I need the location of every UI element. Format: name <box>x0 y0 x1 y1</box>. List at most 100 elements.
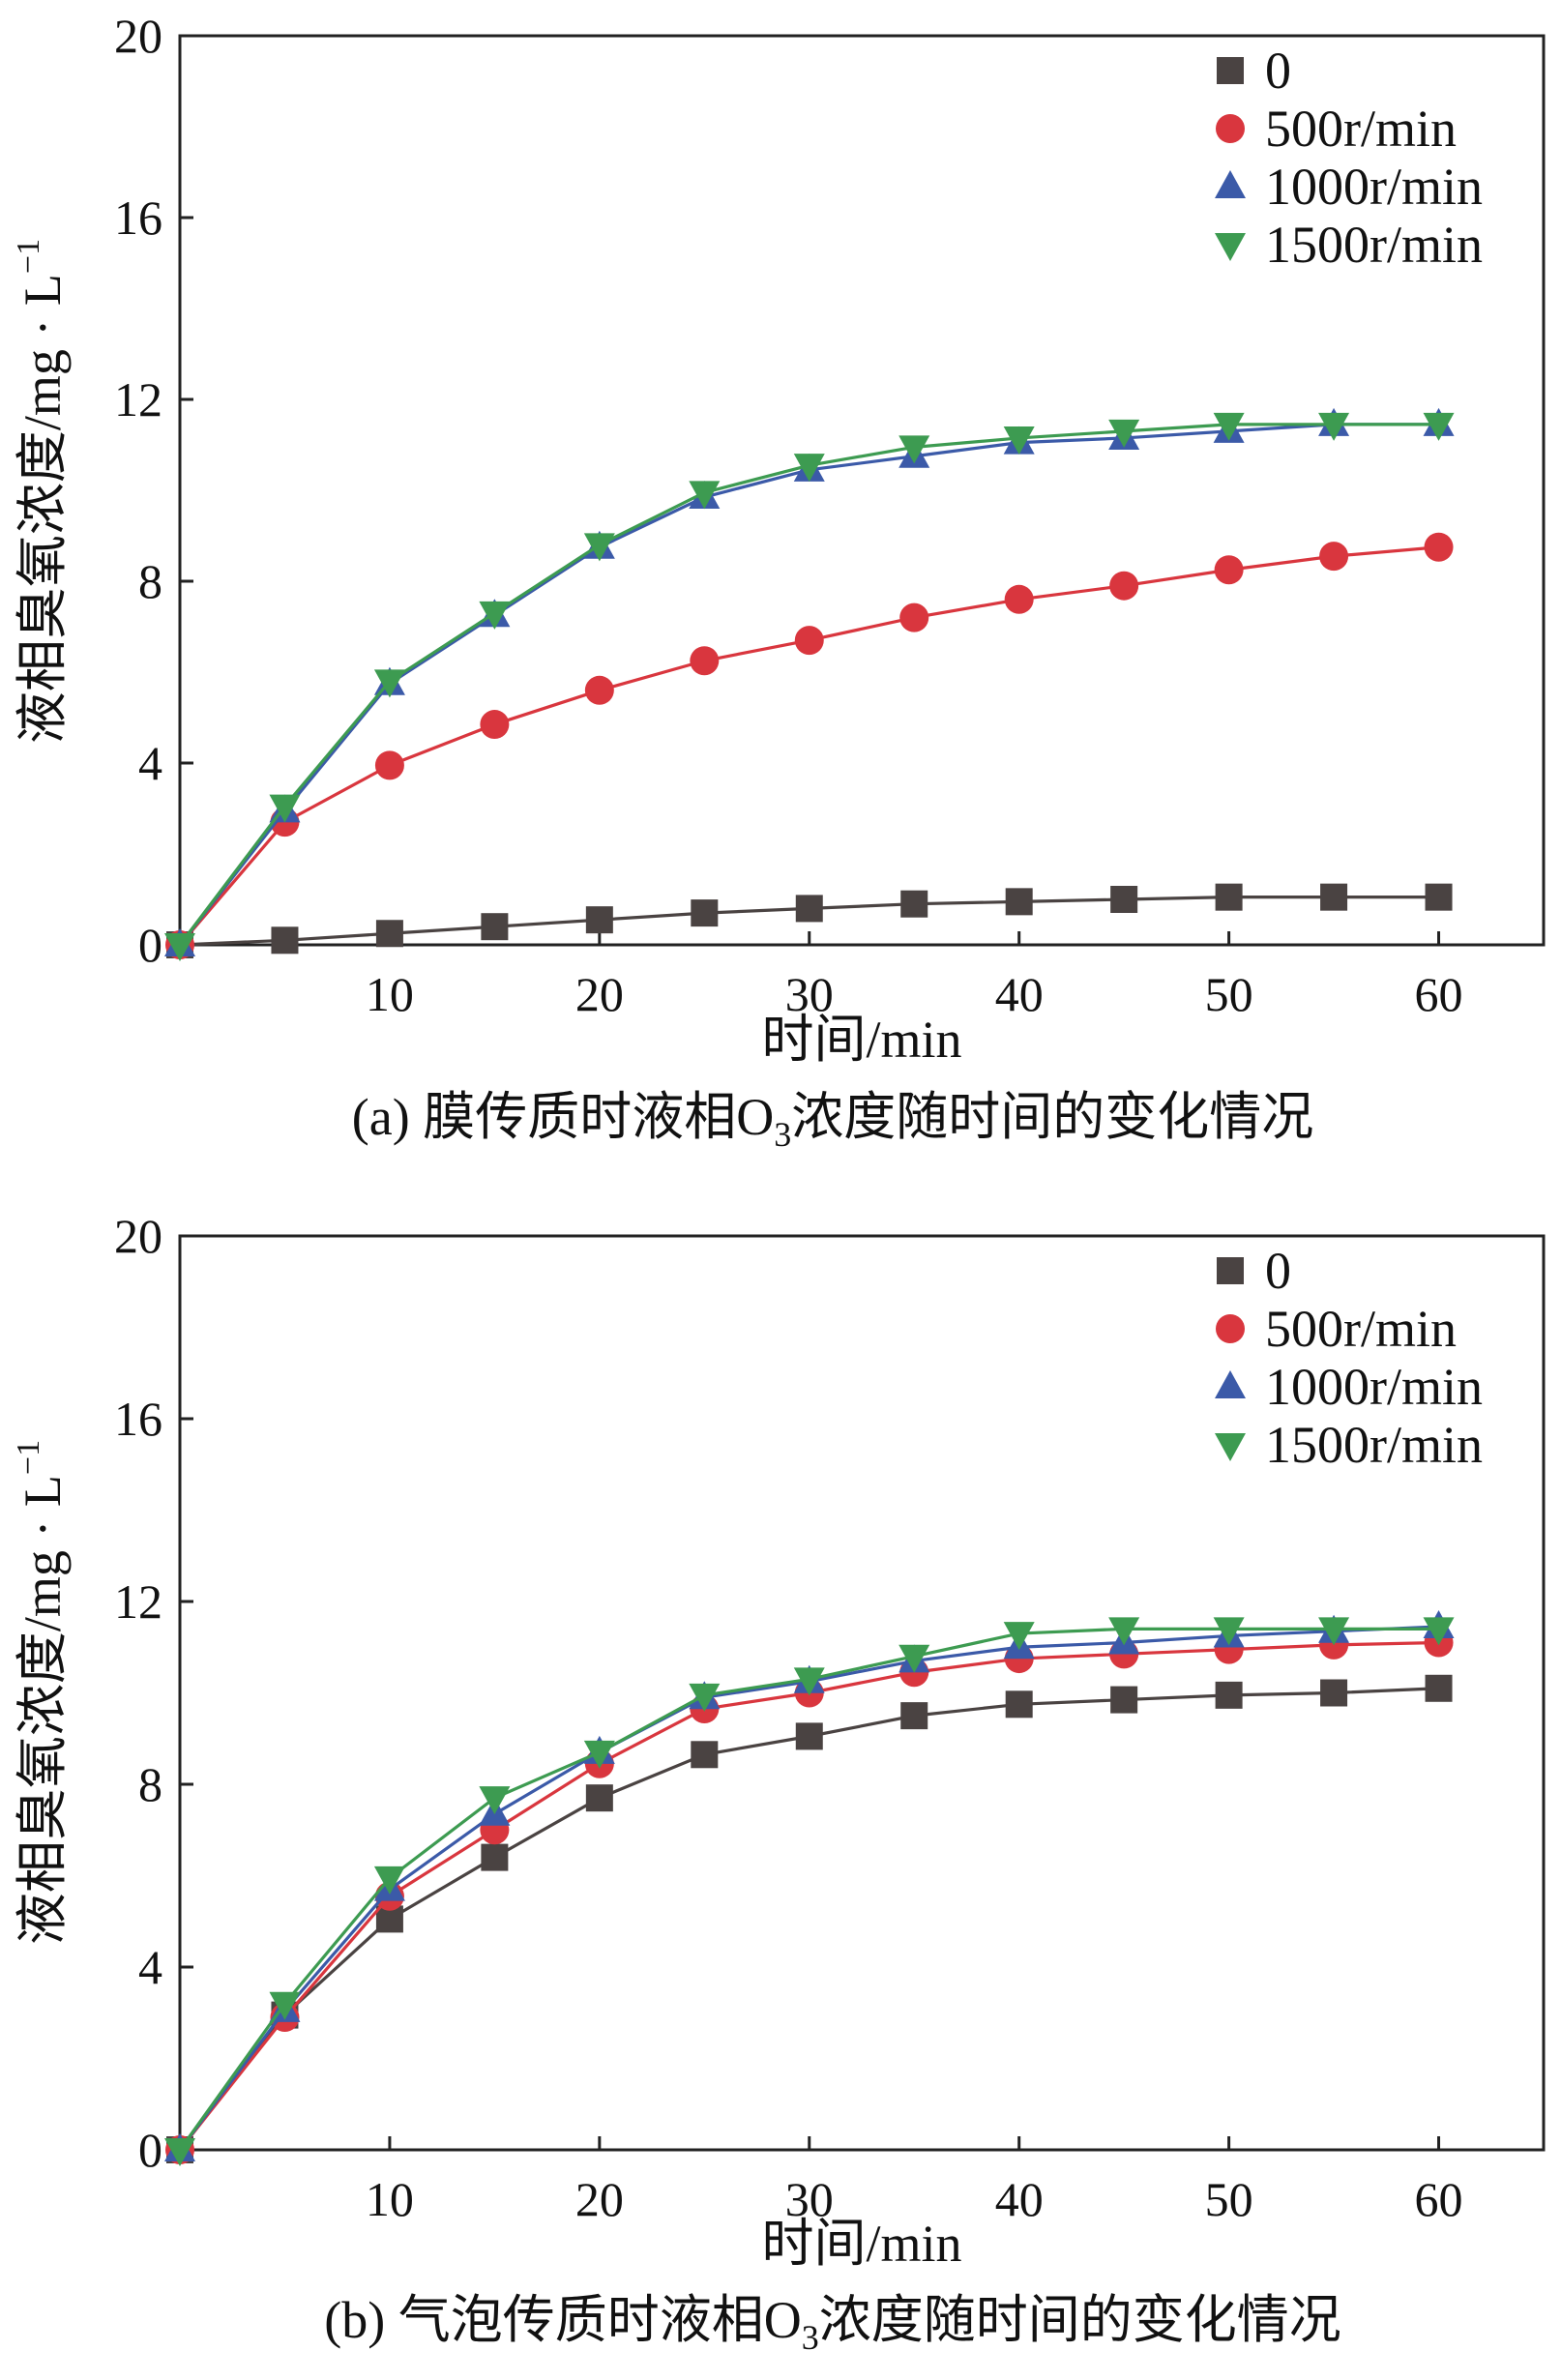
data-point <box>585 906 613 934</box>
data-point <box>373 669 405 698</box>
x-tick-label: 60 <box>1415 967 1463 1021</box>
data-point <box>1110 1686 1138 1714</box>
series-a-3 <box>164 412 1455 961</box>
data-point <box>479 601 511 630</box>
x-tick-label: 50 <box>1205 967 1253 1021</box>
x-tick-label: 60 <box>1415 2172 1463 2226</box>
y-axis-title: 液相臭氧浓度/mg · L−1 <box>11 239 72 744</box>
data-point <box>164 2138 195 2166</box>
series-b-0 <box>166 1674 1453 2163</box>
data-point <box>898 435 930 464</box>
legend-marker <box>1215 1433 1246 1461</box>
data-point <box>1214 555 1244 585</box>
legend-label: 1500r/min <box>1265 1416 1483 1474</box>
legend-marker <box>1216 114 1245 143</box>
legend-label: 1500r/min <box>1265 216 1483 274</box>
series-line <box>178 1640 1439 2151</box>
data-point <box>481 1843 509 1871</box>
y-tick-label: 0 <box>138 2123 162 2177</box>
legend-marker <box>1216 1314 1245 1343</box>
legend-label: 500r/min <box>1265 100 1457 158</box>
y-tick-label: 16 <box>114 1392 162 1446</box>
data-point <box>1425 1674 1453 1702</box>
legend-marker <box>1215 1370 1246 1398</box>
data-point <box>793 1667 825 1696</box>
data-point <box>1004 584 1034 614</box>
data-point <box>1005 888 1033 916</box>
data-point <box>1424 532 1454 562</box>
y-tick-label: 4 <box>138 1940 162 1994</box>
legend-label: 1000r/min <box>1265 1358 1483 1416</box>
x-tick-label: 20 <box>575 967 624 1021</box>
data-point <box>793 454 825 483</box>
legend-marker <box>1215 233 1246 261</box>
data-point <box>1423 1617 1455 1646</box>
y-tick-label: 12 <box>114 1574 162 1629</box>
data-point <box>481 913 509 941</box>
data-point <box>269 1991 301 2020</box>
data-point <box>585 1784 613 1812</box>
series-line <box>178 423 1439 946</box>
data-point <box>271 926 299 955</box>
series-b-1 <box>165 1628 1454 2164</box>
chart-panel-a: 0 4 8 12 16 20 10 20 30 40 50 60 时间/min 液相臭氧浓度/mg · L… <box>11 9 1546 1154</box>
y-tick-label: 8 <box>138 1757 162 1811</box>
x-tick-label: 40 <box>995 967 1044 1021</box>
data-point <box>689 481 721 510</box>
x-tick-label: 20 <box>575 2172 624 2226</box>
x-axis-title: 时间/min <box>761 1011 961 1069</box>
series-line <box>178 423 1439 946</box>
data-point <box>1320 1679 1348 1707</box>
data-point <box>1108 419 1140 448</box>
data-point <box>1005 1690 1033 1719</box>
series-line <box>178 545 1439 947</box>
data-point <box>691 899 719 927</box>
data-point <box>1319 542 1349 572</box>
x-tick-label: 10 <box>366 967 414 1021</box>
legend-label: 0 <box>1265 42 1291 100</box>
legend-marker <box>1217 57 1244 84</box>
y-tick-label: 20 <box>114 9 162 63</box>
chart-panel-b: 0 4 8 12 16 20 10 20 30 40 50 60 时间/min 液相臭氧浓度/mg · L… <box>11 1209 1546 2357</box>
data-point <box>690 646 720 676</box>
caption-a: (a) 膜传质时液相O3浓度随时间的变化情况 <box>352 1088 1313 1154</box>
data-point <box>794 626 824 656</box>
plot-frame-a <box>178 34 1546 947</box>
x-tick-label: 40 <box>995 2172 1044 2226</box>
data-point <box>1215 883 1243 911</box>
data-point <box>373 1866 405 1895</box>
data-point <box>691 1741 719 1769</box>
data-point <box>1320 883 1348 911</box>
data-point <box>583 533 615 562</box>
data-point <box>269 794 301 823</box>
legend-label: 0 <box>1265 1242 1291 1300</box>
data-point <box>795 895 823 923</box>
x-axis-title: 时间/min <box>761 2215 961 2273</box>
y-tick-label: 8 <box>138 554 162 608</box>
data-point <box>1425 883 1453 911</box>
caption-b: (b) 气泡传质时液相O3浓度随时间的变化情况 <box>324 2291 1340 2357</box>
series-b-3 <box>164 1617 1455 2166</box>
x-tick-label: 30 <box>785 967 834 1021</box>
data-point <box>1318 1617 1350 1646</box>
data-point <box>479 1786 511 1815</box>
data-point <box>1108 1617 1140 1646</box>
data-point <box>374 750 404 780</box>
data-point <box>1215 1681 1243 1709</box>
data-point <box>375 920 403 948</box>
data-point <box>795 1722 823 1750</box>
data-point <box>1213 412 1245 441</box>
data-point <box>583 1740 615 1769</box>
y-tick-label: 0 <box>138 918 162 972</box>
data-point <box>480 710 510 740</box>
legend-marker <box>1217 1257 1244 1284</box>
y-tick-label: 4 <box>138 736 162 790</box>
data-point <box>1003 1622 1035 1651</box>
x-tick-label: 30 <box>785 2172 834 2226</box>
plot-frame-b <box>178 1234 1546 2152</box>
data-point <box>1318 412 1350 441</box>
legend-marker <box>1215 170 1246 198</box>
y-tick-label: 16 <box>114 191 162 245</box>
